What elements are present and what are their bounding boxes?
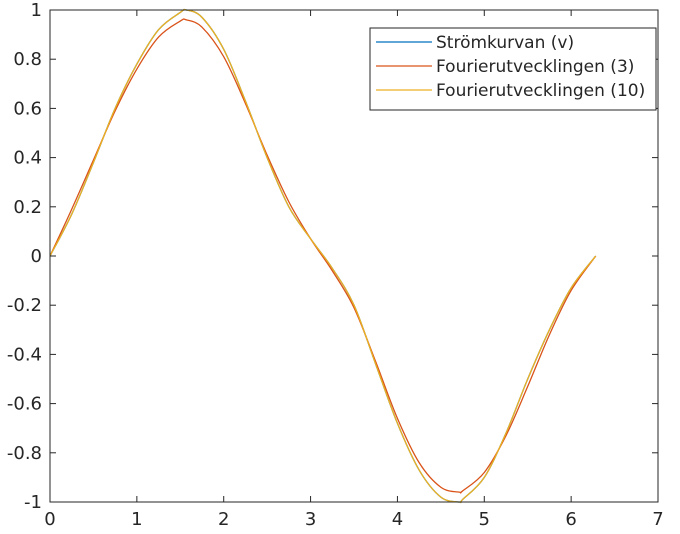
y-tick-label: 0.2 xyxy=(13,197,42,218)
y-tick-label: -1 xyxy=(24,492,42,513)
legend-label-3: Fourierutvecklingen (10) xyxy=(436,81,645,101)
y-tick-label: -0.6 xyxy=(7,394,42,415)
x-tick-label: 6 xyxy=(565,509,576,530)
series-line-3 xyxy=(49,8,597,504)
legend-label-2: Fourierutvecklingen (3) xyxy=(436,57,634,77)
x-tick-label: 2 xyxy=(218,509,229,530)
x-tick-label: 0 xyxy=(44,509,55,530)
legend: Strömkurvan (v) Fourierutvecklingen (3) Fo… xyxy=(369,27,657,111)
y-tick-label: -0.2 xyxy=(7,295,42,316)
y-tick-label: -0.4 xyxy=(7,344,42,365)
x-tick-label: 7 xyxy=(652,509,663,530)
y-tick-label: 0 xyxy=(31,246,42,267)
ticks-layer: 0 1 2 3 4 5 6 7 -1 -0.8 -0.6 -0.4 -0.2 0 0.2 0.4 0.6 0.8 1 xyxy=(7,0,664,530)
x-tick-label: 4 xyxy=(392,509,403,530)
legend-label-1: Strömkurvan (v) xyxy=(436,33,574,53)
x-tick-label: 1 xyxy=(131,509,142,530)
x-tick-label: 5 xyxy=(479,509,490,530)
series-layer xyxy=(49,8,597,504)
y-tick-label: 1 xyxy=(31,0,42,21)
x-tick-label: 3 xyxy=(305,509,316,530)
y-tick-label: 0.4 xyxy=(13,148,42,169)
y-tick-label: 0.6 xyxy=(13,98,42,119)
y-tick-label: -0.8 xyxy=(7,443,42,464)
y-tick-label: 0.8 xyxy=(13,49,42,70)
